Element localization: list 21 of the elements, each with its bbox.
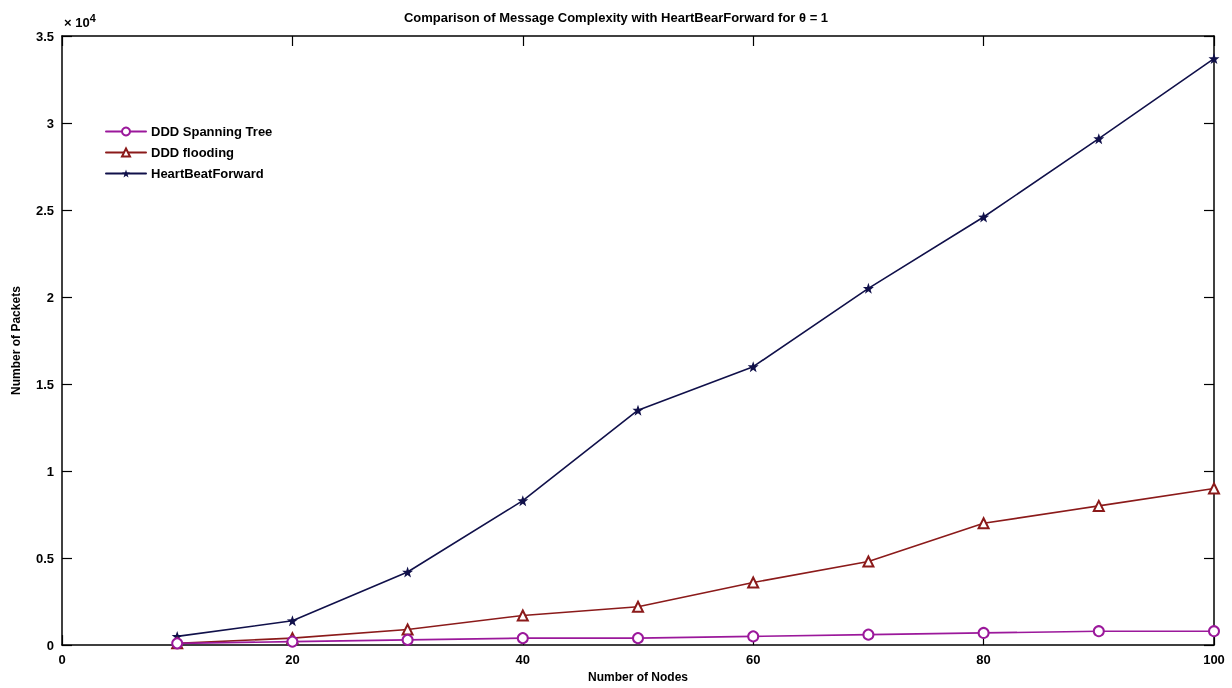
x-tick-label: 100 [1203, 652, 1225, 668]
x-tick-label: 20 [285, 652, 300, 668]
y-tick-label: 1.5 [35, 376, 54, 392]
y-tick-label: 3 [46, 115, 54, 131]
y-tick-label: 2.5 [35, 202, 54, 218]
text: × 10$^{4}$ [64, 12, 96, 31]
legend-label: DDD flooding [151, 145, 235, 160]
x-axis-title: Number of Nodes [587, 670, 689, 684]
x-tick-label: 40 [515, 652, 531, 668]
legend-label: HeartBeatForward [151, 166, 264, 181]
x-tick-label: 80 [976, 652, 991, 668]
legend-label: DDD Spanning Tree [151, 124, 273, 139]
y-tick-label: 2 [46, 289, 54, 305]
y-tick-label: 3.5 [35, 28, 54, 44]
y-axis-title: Number of Packets [9, 285, 23, 395]
y-tick-label: 0 [46, 637, 54, 653]
y-tick-label: 1 [46, 463, 54, 479]
x-tick-label: 60 [745, 652, 761, 668]
y-tick-label: 0.5 [35, 550, 54, 566]
x-tick-label: 0 [58, 652, 66, 668]
chart-title: Comparison of Message Complexity with HeartBearForward for θ = 1 [403, 10, 829, 25]
